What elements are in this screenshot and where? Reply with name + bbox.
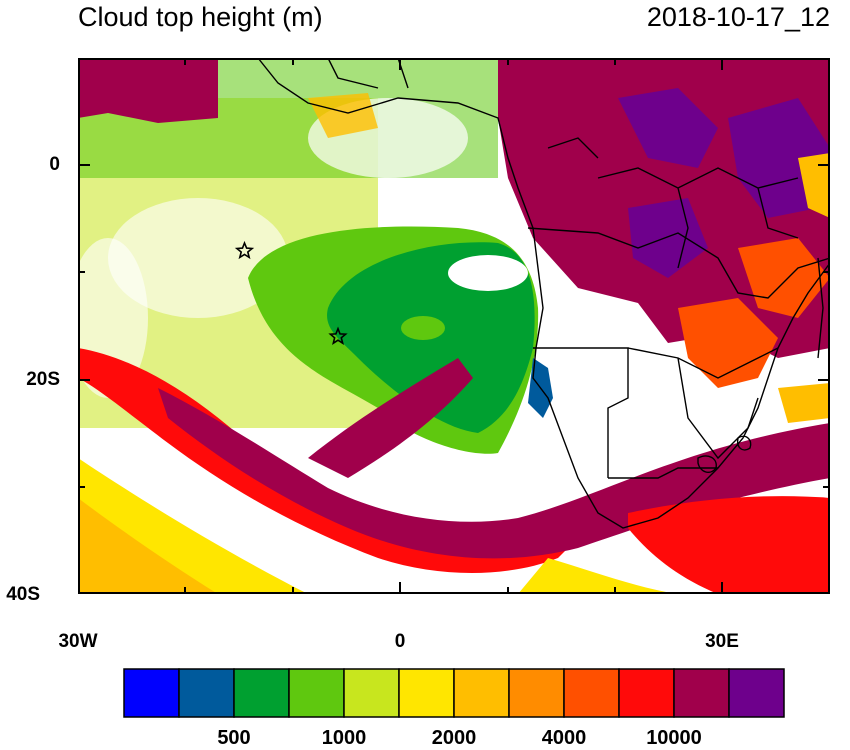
x-tick-label-0: 0 bbox=[394, 631, 406, 652]
colorbar-box-7 bbox=[508, 668, 565, 718]
cloud-top-map bbox=[78, 58, 830, 594]
colorbar-label-3: 4000 bbox=[541, 727, 587, 749]
map-title: Cloud top height (m) bbox=[78, 2, 323, 32]
colorbar-label-4: 10000 bbox=[646, 727, 702, 749]
northern-high-cloud bbox=[78, 58, 830, 388]
colorbar bbox=[123, 668, 785, 718]
y-tick-label-20s: 20S bbox=[26, 369, 60, 390]
colorbar-box-8 bbox=[563, 668, 620, 718]
colorbar-box-11 bbox=[728, 668, 785, 718]
colorbar-box-5 bbox=[398, 668, 455, 718]
colorbar-label-0: 500 bbox=[217, 727, 251, 749]
colorbar-box-0 bbox=[123, 668, 180, 718]
colorbar-label-1: 1000 bbox=[321, 727, 367, 749]
colorbar-box-1 bbox=[178, 668, 235, 718]
x-tick-label-30w: 30W bbox=[58, 631, 98, 652]
x-tick-label-30e: 30E bbox=[705, 631, 739, 652]
colorbar-box-2 bbox=[233, 668, 290, 718]
colorbar-box-6 bbox=[453, 668, 510, 718]
marker-layer bbox=[234, 240, 348, 345]
stratocumulus-deck bbox=[248, 226, 553, 454]
date-label: 2018-10-17_12 bbox=[646, 2, 830, 32]
coastlines bbox=[257, 58, 830, 529]
y-tick-label-0: 0 bbox=[49, 154, 60, 175]
star-marker-1 bbox=[234, 240, 255, 260]
map-panel bbox=[78, 58, 830, 594]
y-tick-label-40s: 40S bbox=[6, 584, 40, 605]
colorbar-box-10 bbox=[673, 668, 730, 718]
colorbar-box-4 bbox=[343, 668, 400, 718]
map-border bbox=[78, 58, 830, 594]
colorbar-label-2: 2000 bbox=[431, 727, 477, 749]
colorbar-box-3 bbox=[288, 668, 345, 718]
star-marker-2 bbox=[328, 326, 348, 345]
colorbar-box-9 bbox=[618, 668, 675, 718]
